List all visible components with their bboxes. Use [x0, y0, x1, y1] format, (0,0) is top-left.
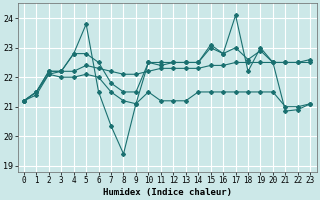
X-axis label: Humidex (Indice chaleur): Humidex (Indice chaleur) [103, 188, 232, 197]
